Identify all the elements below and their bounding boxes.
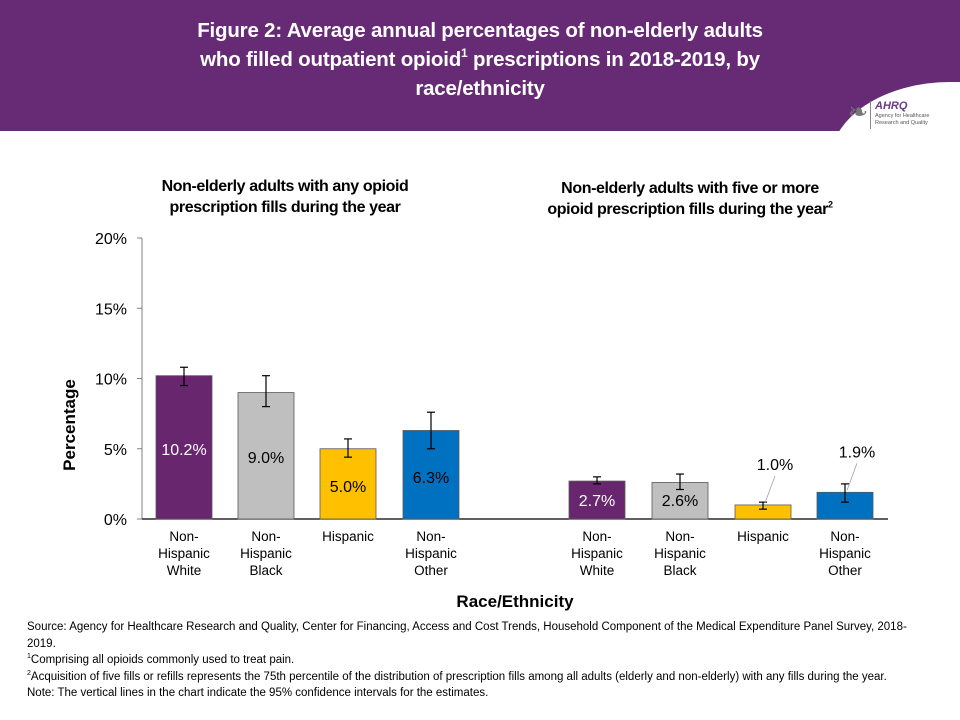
data-label: 2.6% xyxy=(662,493,698,510)
title-line-2: who filled outpatient opioid1 prescripti… xyxy=(60,45,900,74)
data-label: 6.3% xyxy=(413,470,449,487)
x-tick-label: White xyxy=(580,563,615,578)
data-label: 2.7% xyxy=(579,493,615,510)
x-tick-label: Hispanic xyxy=(819,546,871,561)
title-footnote-mark: 1 xyxy=(461,46,468,61)
data-label: 1.0% xyxy=(757,457,793,474)
x-tick-label: Other xyxy=(414,563,448,578)
ahrq-logo: ❧ AHRQ Agency for Healthcare Research an… xyxy=(848,98,958,132)
panel-title-five-line-2: opioid prescription fills during the yea… xyxy=(490,199,890,220)
x-tick-label: Hispanic xyxy=(654,546,706,561)
data-label-leader xyxy=(846,463,858,491)
title-line-2b: prescriptions in 2018-2019, by xyxy=(467,48,760,71)
y-tick-label: 0% xyxy=(104,512,127,529)
title-line-3: race/ethnicity xyxy=(415,77,545,100)
x-tick-label: White xyxy=(167,563,202,578)
bar-0-0 xyxy=(155,375,213,520)
logo-subtext: Agency for Healthcare Research and Quali… xyxy=(875,113,930,126)
x-tick-label: Hispanic xyxy=(158,546,210,561)
x-tick-label: Black xyxy=(249,563,282,578)
footnote-1: 1Comprising all opioids commonly used to… xyxy=(27,652,927,669)
logo-text: AHRQ xyxy=(875,100,908,112)
ci-note: Note: The vertical lines in the chart in… xyxy=(27,687,489,699)
title-line-2a: who filled outpatient opioid xyxy=(200,48,462,71)
data-label: 5.0% xyxy=(330,479,366,496)
data-label-leader xyxy=(764,475,776,504)
x-tick-label: Hispanic xyxy=(737,529,789,544)
source-note: Source: Agency for Healthcare Research a… xyxy=(27,621,907,650)
x-tick-label: Hispanic xyxy=(240,546,292,561)
x-tick-label: Non- xyxy=(251,529,280,544)
panel-title-five-plus-fills: Non-elderly adults with five or more opi… xyxy=(490,178,890,220)
panel-title-five-line-1: Non-elderly adults with five or more xyxy=(561,180,819,197)
bar-0-1 xyxy=(237,392,295,520)
footnote-1-mark: 1 xyxy=(27,653,31,661)
x-tick-label: Non- xyxy=(830,529,859,544)
x-tick-label: Hispanic xyxy=(405,546,457,561)
x-tick-label: Non- xyxy=(582,529,611,544)
x-tick-label: Black xyxy=(663,563,696,578)
data-label: 9.0% xyxy=(248,450,284,467)
y-axis-title: Percentage xyxy=(60,379,79,471)
y-tick-label: 20% xyxy=(95,231,127,248)
y-tick-label: 15% xyxy=(95,301,127,318)
figure-title: Figure 2: Average annual percentages of … xyxy=(60,16,900,103)
footnote-2: 2Acquisition of five fills or refills re… xyxy=(27,669,927,686)
x-tick-label: Non- xyxy=(169,529,198,544)
x-tick-label: Other xyxy=(828,563,862,578)
panel-title-any-line-2: prescription fills during the year xyxy=(169,199,401,216)
x-tick-label: Non- xyxy=(665,529,694,544)
y-tick-label: 5% xyxy=(104,442,127,459)
data-label: 10.2% xyxy=(161,442,206,459)
panel-title-any-fills: Non-elderly adults with any opioid presc… xyxy=(120,176,450,218)
bar-1-0 xyxy=(568,480,626,520)
x-tick-label: Non- xyxy=(416,529,445,544)
panel-title-any-line-1: Non-elderly adults with any opioid xyxy=(161,178,409,195)
footnote-2-mark: 2 xyxy=(27,669,31,677)
hhs-eagle-icon: ❧ xyxy=(848,99,869,126)
x-tick-label: Hispanic xyxy=(571,546,623,561)
footnote-1-text: Comprising all opioids commonly used to … xyxy=(30,654,295,666)
x-tick-label: Hispanic xyxy=(322,529,374,544)
footnotes: Source: Agency for Healthcare Research a… xyxy=(27,619,927,702)
data-label: 1.9% xyxy=(839,444,875,461)
title-line-1: Figure 2: Average annual percentages of … xyxy=(197,19,763,42)
bar-0-2 xyxy=(319,448,377,520)
panel-title-five-line-2-text: opioid prescription fills during the yea… xyxy=(547,201,828,218)
logo-divider xyxy=(870,101,871,129)
panel-title-footnote-mark: 2 xyxy=(827,199,833,210)
footnote-2-text: Acquisition of five fills or refills rep… xyxy=(30,670,887,683)
y-axis: 0% 5% 10% 15% 20% xyxy=(95,231,888,529)
x-axis-title: Race/Ethnicity xyxy=(456,592,574,611)
bars: 10.2% 9.0% 5.0% 6.3% 2.7% 2.6% 1.0% 1.9% xyxy=(155,366,875,520)
x-axis-labels: Non- Hispanic White Non- Hispanic Black Hispan… xyxy=(158,529,871,578)
header-banner: Figure 2: Average annual percentages of … xyxy=(0,0,960,131)
y-tick-label: 10% xyxy=(95,372,127,389)
